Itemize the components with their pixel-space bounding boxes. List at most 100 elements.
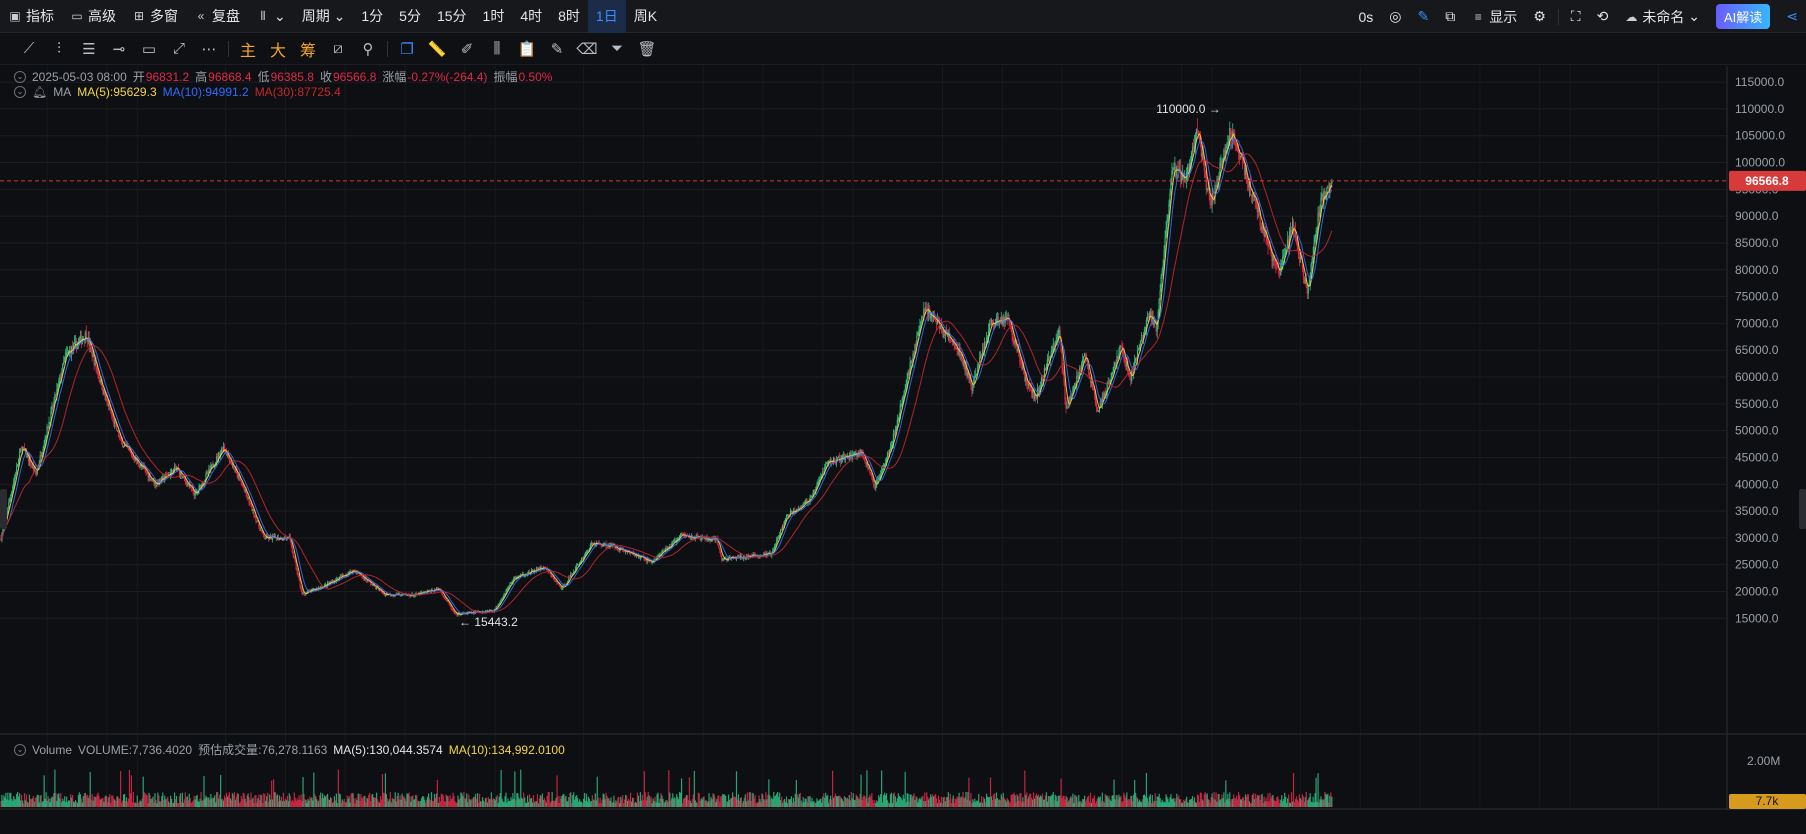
parallel-channel-icon[interactable]: ⫶ (57, 40, 61, 57)
volume-bar (151, 798, 153, 807)
volume-bar (751, 792, 753, 807)
popout-icon[interactable]: ⧉ (1445, 8, 1456, 24)
big-order-button[interactable]: 大 (269, 42, 286, 60)
left-panel-handle[interactable] (0, 489, 7, 529)
more-tools-icon[interactable]: ⋯ (201, 40, 217, 58)
pen-icon[interactable]: ✎ (1417, 8, 1430, 24)
period-7[interactable]: 周K (633, 8, 658, 24)
ruler-icon[interactable]: 📏 (427, 40, 447, 58)
compare-icon[interactable]: ⧄ (333, 40, 343, 57)
trash-icon[interactable]: 🗑 (637, 40, 657, 58)
layout-button[interactable]: ☁ 未命名 ⌄ (1616, 0, 1708, 33)
volume-bar (471, 799, 473, 807)
volume-bar (289, 795, 291, 807)
settings-gear-icon[interactable]: ⚙ (1533, 8, 1546, 24)
volume-bar (1144, 796, 1147, 807)
candle-settings-icon[interactable]: ⫼ (493, 40, 501, 57)
volume-bar (1101, 792, 1103, 807)
candle-body (1300, 256, 1302, 260)
volume-bar (1065, 795, 1067, 807)
period-button[interactable]: 周期 ⌄ (294, 0, 354, 33)
volume-bar (1100, 801, 1102, 807)
candle-body (917, 332, 919, 336)
volume-bar (602, 793, 604, 807)
trend-line-icon[interactable]: ⟋ (23, 40, 35, 57)
share-icon[interactable]: ⋖ (1786, 8, 1798, 24)
candle-body (1169, 193, 1171, 204)
period-0[interactable]: 1分 (361, 8, 384, 24)
period-1[interactable]: 5分 (399, 8, 421, 24)
volume-bar (1178, 795, 1180, 807)
candle-body (1275, 262, 1277, 266)
volume-bar (14, 798, 16, 807)
magnet-icon[interactable]: ⚲ (362, 40, 374, 58)
period-5[interactable]: 8时 (558, 8, 580, 24)
replay-button[interactable]: «复盘 (186, 0, 248, 33)
edit-icon[interactable]: ✎ (550, 40, 564, 58)
volume-bar (937, 795, 940, 807)
volume-bar (1177, 797, 1179, 807)
candle-body (589, 544, 591, 549)
ai-analysis-button[interactable]: AI解读 (1715, 4, 1771, 29)
horizontal-ray-icon[interactable]: ⊸ (112, 40, 126, 58)
volume-bar (1256, 794, 1258, 807)
clipboard-icon[interactable]: 📋 (517, 40, 537, 58)
period-4[interactable]: 4时 (520, 8, 543, 24)
chart-area[interactable]: 115000.0110000.0105000.0100000.095000.09… (0, 66, 1806, 810)
main-indicator-button[interactable]: 主 (239, 42, 256, 60)
eraser-icon[interactable]: ⌫ (576, 40, 598, 58)
candle-body (1171, 171, 1173, 180)
candle-body (134, 457, 136, 461)
price-chart[interactable]: 115000.0110000.0105000.0100000.095000.09… (0, 66, 1806, 810)
filter-icon[interactable]: ⏷ (610, 40, 623, 57)
brush-icon[interactable]: ✐ (460, 40, 474, 58)
chart-type-button[interactable]: ⫴ ⌄ (248, 0, 294, 33)
period-3[interactable]: 1时 (482, 8, 505, 24)
candle-body (1039, 387, 1042, 391)
rectangle-icon[interactable]: ▭ (141, 40, 157, 58)
volume-bar (331, 802, 334, 807)
toggle-icon[interactable]: ⌄ (14, 70, 26, 83)
period-6[interactable]: 1日 (587, 0, 626, 33)
candle-body (1094, 393, 1097, 404)
candle-body (1072, 387, 1074, 396)
period-2[interactable]: 15分 (436, 8, 467, 24)
ray-icon[interactable]: ⤢ (172, 40, 185, 57)
volume-bar (1303, 801, 1305, 807)
volume-bar (699, 801, 701, 807)
display-button[interactable]: ≡ 显示 (1463, 0, 1525, 33)
volume-bar (535, 801, 538, 807)
fullscreen-icon[interactable]: ⛶ (1570, 8, 1581, 24)
horizontal-lines-icon[interactable]: ☰ (82, 40, 96, 58)
volume-bar (991, 800, 994, 807)
camera-icon[interactable]: ◎ (1389, 8, 1402, 24)
multi-window-button[interactable]: ⊞ 多窗 (124, 0, 186, 33)
volume-bar (1012, 794, 1014, 807)
volume-bar (1129, 799, 1131, 807)
advanced-button[interactable]: ▭ 高级 (62, 0, 124, 33)
volume-bar (1321, 800, 1323, 807)
volume-bar (1312, 796, 1314, 807)
right-panel-handle[interactable] (1799, 489, 1806, 529)
volume-bar (928, 799, 930, 807)
copy-icon[interactable]: ❐ (400, 40, 414, 58)
candle-body (1124, 357, 1126, 363)
reset-icon[interactable]: ⟲ (1596, 8, 1609, 24)
candle-body (578, 563, 581, 565)
candle-body (1168, 203, 1170, 217)
volume-bar (906, 793, 908, 807)
volume-bar (683, 797, 686, 807)
toggle-icon[interactable]: ⌄ (14, 86, 26, 98)
volume-bar (296, 798, 298, 807)
indicators-button[interactable]: ▣ 指标 (0, 0, 62, 33)
volume-bar (209, 799, 211, 807)
volume-bar (180, 802, 183, 807)
volume-bar (610, 797, 612, 807)
candle-body (223, 446, 226, 451)
volume-bar (859, 793, 861, 807)
toggle-icon[interactable]: ⌄ (14, 743, 26, 756)
volume-bar (42, 801, 44, 807)
low-value: 96385.8 (270, 69, 314, 84)
chip-button[interactable]: 筹 (299, 42, 316, 60)
bell-icon[interactable]: 🔔︎ (32, 85, 48, 99)
